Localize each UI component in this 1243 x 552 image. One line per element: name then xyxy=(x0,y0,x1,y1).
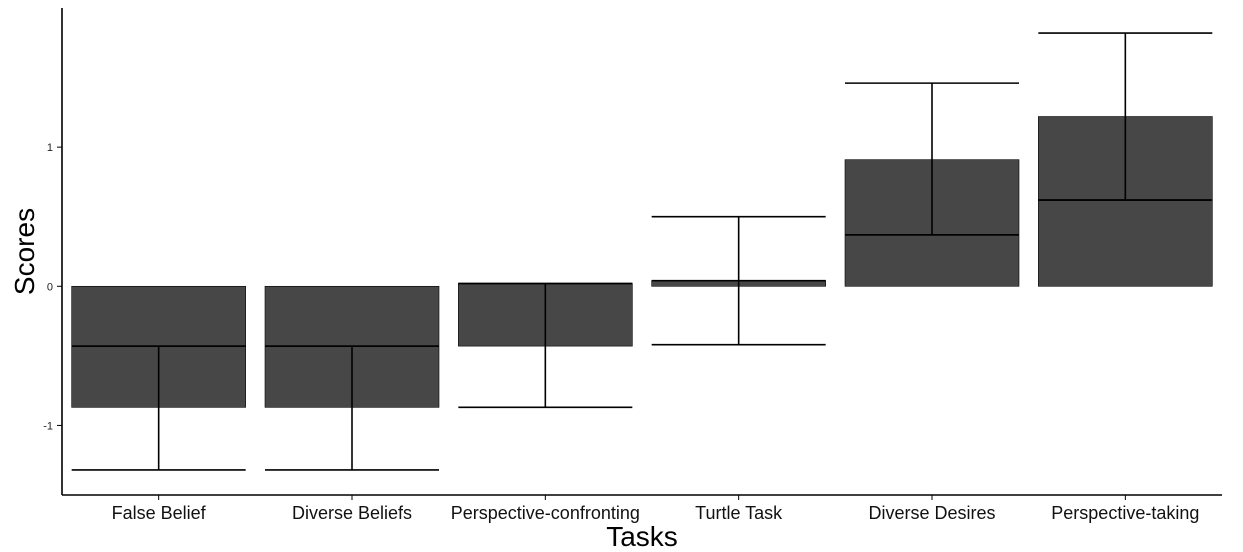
error-bars-group xyxy=(71,32,1213,471)
y-axis-title: Scores xyxy=(9,208,40,295)
x-axis-title: Tasks xyxy=(606,521,678,552)
error-bar-0 xyxy=(71,345,246,471)
error-bar-5 xyxy=(1038,32,1213,201)
y-tick-label-1: 0 xyxy=(47,281,53,293)
x-tick-label-2: Perspective-confronting xyxy=(451,503,640,523)
x-tick-label-0: False Belief xyxy=(112,503,207,523)
x-tick-label-5: Perspective-taking xyxy=(1051,503,1199,523)
x-ticks-group: False Belief Diverse Beliefs Perspective-c… xyxy=(112,495,1199,523)
error-bar-1 xyxy=(265,345,439,471)
bars-group xyxy=(71,116,1213,408)
x-tick-label-1: Diverse Beliefs xyxy=(292,503,412,523)
y-tick-label-2: 1 xyxy=(47,142,53,154)
error-bar-2 xyxy=(458,282,633,409)
y-ticks-group: -1 0 1 xyxy=(43,142,62,432)
error-bar-3 xyxy=(651,215,826,346)
error-bar-4 xyxy=(845,82,1019,236)
x-tick-label-4: Diverse Desires xyxy=(868,503,995,523)
y-tick-label-0: -1 xyxy=(43,420,53,432)
x-tick-label-3: Turtle Task xyxy=(695,503,783,523)
